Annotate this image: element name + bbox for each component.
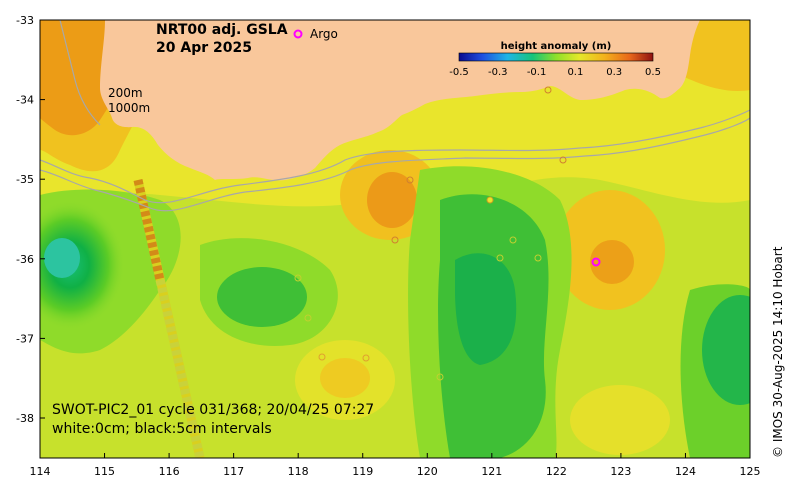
swot-track [133, 179, 205, 458]
anomaly-cool-eddy-west [40, 200, 125, 330]
anomaly-yellow-southeast [570, 385, 670, 455]
argo-legend-icon [293, 29, 303, 39]
plot-frame [39, 19, 751, 459]
x-tick-label: 120 [417, 465, 438, 478]
y-tick-label: -36 [16, 253, 34, 266]
y-tick-label: -35 [16, 173, 34, 186]
swot-caption: SWOT-PIC2_01 cycle 031/368; 20/04/25 07:… [52, 402, 374, 418]
argo-float-marker [591, 257, 601, 267]
x-tick-label: 117 [223, 465, 244, 478]
y-tick-label: -33 [16, 14, 34, 27]
anomaly-cool-eddy-west-core [44, 238, 80, 278]
x-tick-label: 116 [159, 465, 180, 478]
colorbar-tick-label: -0.3 [488, 67, 508, 78]
x-axis: 114 115 116 117 118 119 120 121 122 123 124 125 [30, 453, 761, 478]
map-plot-area [40, 20, 750, 458]
colorbar-tick-label: 0.5 [645, 67, 661, 78]
x-tick-label: 114 [30, 465, 51, 478]
map-date: 20 Apr 2025 [156, 40, 252, 56]
y-axis: -33 -34 -35 -36 -37 -38 [16, 14, 45, 425]
colorbar-gradient [458, 52, 654, 62]
x-tick-label: 115 [94, 465, 115, 478]
colorbar-tick-label: 0.3 [606, 67, 622, 78]
y-tick-label: -37 [16, 332, 34, 345]
x-tick-label: 122 [546, 465, 567, 478]
x-tick-label: 123 [610, 465, 631, 478]
map-title: NRT00 adj. GSLA [156, 22, 288, 38]
y-tick-label: -34 [16, 94, 34, 107]
anomaly-cool-eddy-east [702, 295, 750, 405]
depth-label-200m: 200m [108, 86, 143, 100]
x-tick-label: 125 [740, 465, 761, 478]
depth-label-1000m: 1000m [108, 101, 150, 115]
argo-legend-label: Argo [310, 27, 338, 41]
colorbar-tick-label: -0.1 [527, 67, 547, 78]
x-tick-label: 121 [481, 465, 502, 478]
colorbar-tick-label: 0.1 [567, 67, 583, 78]
x-tick-label: 124 [675, 465, 696, 478]
colorbar: height anomaly (m) -0.5 -0.3 -0.1 0.1 0.3 0.5 [449, 41, 661, 78]
anomaly-yellow-south-central-core [320, 358, 370, 398]
observation-dots [294, 86, 567, 381]
y-tick-label: -38 [16, 412, 34, 425]
imos-credit: © IMOS 30-Aug-2025 14:10 Hobart [771, 246, 785, 458]
contour-caption: white:0cm; black:5cm intervals [52, 421, 272, 437]
anomaly-cool-eddy-central-west [217, 267, 307, 327]
anomaly-warm-eddy-west-core [367, 172, 417, 228]
anomaly-cool-central-core [455, 253, 517, 365]
x-tick-label: 119 [352, 465, 373, 478]
colorbar-tick-label: -0.5 [449, 67, 469, 78]
x-tick-label: 118 [288, 465, 309, 478]
anomaly-warm-eddy-east-core [590, 240, 634, 284]
bathymetry-contours [40, 20, 750, 212]
colorbar-title: height anomaly (m) [501, 41, 612, 52]
